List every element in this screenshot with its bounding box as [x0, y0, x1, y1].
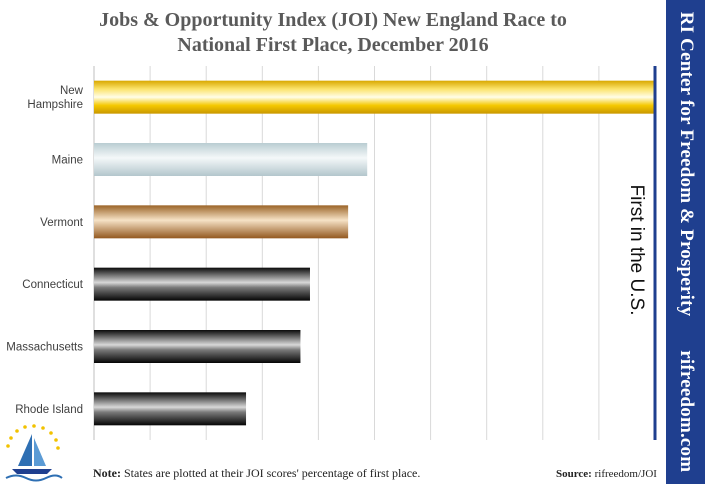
category-label: Rhode Island: [15, 404, 83, 416]
reference-line-label: First in the U.S.: [626, 185, 647, 316]
footer-source-text: rifreedom/JOI: [591, 468, 657, 480]
sidebar: RI Center for Freedom & Prosperity rifree…: [666, 0, 705, 484]
footer-note: Note: States are plotted at their JOI sc…: [93, 466, 420, 481]
bar-vermont: [94, 205, 349, 239]
reference-line-group: First in the U.S.: [626, 66, 657, 440]
bar-chart: New Hampshire Maine Vermont Connecticut Massa…: [6, 66, 657, 440]
chart-title-line-2: National First Place, December 2016: [177, 34, 489, 56]
footer-source-label: Source:: [556, 468, 592, 480]
sidebar-text: RI Center for Freedom & Prosperity rifree…: [675, 12, 697, 473]
bar-connecticut: [94, 267, 310, 301]
bar-maine: [94, 143, 368, 176]
category-label: Maine: [52, 155, 83, 167]
category-label: New Hampshire: [27, 85, 83, 111]
gridlines: [93, 66, 656, 440]
sidebar-org: RI Center for Freedom & Prosperity: [675, 11, 697, 317]
category-label: Connecticut: [22, 279, 84, 291]
chart-title-line-1: Jobs & Opportunity Index (JOI) New Engla…: [99, 9, 567, 31]
chart-title: Jobs & Opportunity Index (JOI) New Engla…: [0, 8, 666, 58]
sidebar-site: rifreedom.com: [675, 350, 697, 473]
sailboat-logo-icon: [5, 424, 63, 482]
bar-massachusetts: [94, 330, 301, 363]
category-label: Vermont: [40, 217, 84, 229]
footer-note-text: States are plotted at their JOI scores' …: [120, 466, 421, 480]
footer-note-label: Note:: [93, 466, 121, 480]
bar-new-hampshire: [94, 80, 655, 114]
footer-source: Source: rifreedom/JOI: [556, 468, 657, 480]
category-label: Massachusetts: [6, 342, 83, 354]
bars: [94, 80, 655, 426]
bar-rhode-island: [94, 392, 247, 426]
category-labels: New Hampshire Maine Vermont Connecticut Massa…: [6, 85, 84, 416]
